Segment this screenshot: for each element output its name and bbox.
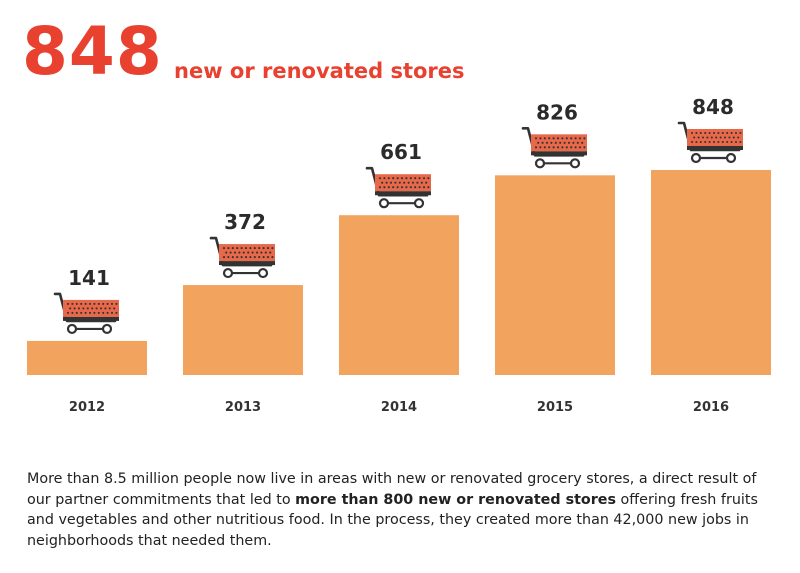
headline-text: new or renovated stores	[174, 59, 465, 83]
bar-2016	[651, 170, 771, 375]
bar-2014	[339, 215, 459, 375]
shopping-cart-icon	[365, 166, 431, 209]
value-label-2014: 661	[380, 140, 422, 164]
value-label-2012: 141	[68, 266, 110, 290]
x-tick-label-2013: 2013	[225, 400, 261, 415]
headline-number: 848	[22, 13, 163, 90]
shopping-cart-icon	[209, 236, 275, 279]
value-label-2015: 826	[536, 100, 578, 124]
x-tick-label-2012: 2012	[69, 400, 105, 415]
bar-chart: 141 2012 372 2013 661 2014 826 2015 848 2016	[27, 95, 771, 415]
bar-2012	[27, 340, 147, 375]
shopping-cart-icon	[677, 121, 743, 164]
value-label-2013: 372	[224, 210, 266, 234]
bar-2015	[495, 175, 615, 375]
paragraph-bold-text: more than 800 new or renovated stores	[295, 491, 616, 508]
paragraph-text-2: offering fresh fruits and vegetables and…	[27, 491, 758, 549]
x-tick-label-2014: 2014	[381, 400, 417, 415]
paragraph-text-1: More than 8.5 million people now live in…	[27, 471, 757, 508]
x-tick-label-2016: 2016	[693, 400, 729, 415]
description-paragraph: More than 8.5 million people now live in…	[27, 469, 777, 551]
bar-2013	[183, 285, 303, 375]
x-tick-label-2015: 2015	[537, 400, 573, 415]
value-label-2016: 848	[692, 95, 734, 119]
shopping-cart-icon	[53, 292, 119, 335]
shopping-cart-icon	[521, 127, 587, 169]
